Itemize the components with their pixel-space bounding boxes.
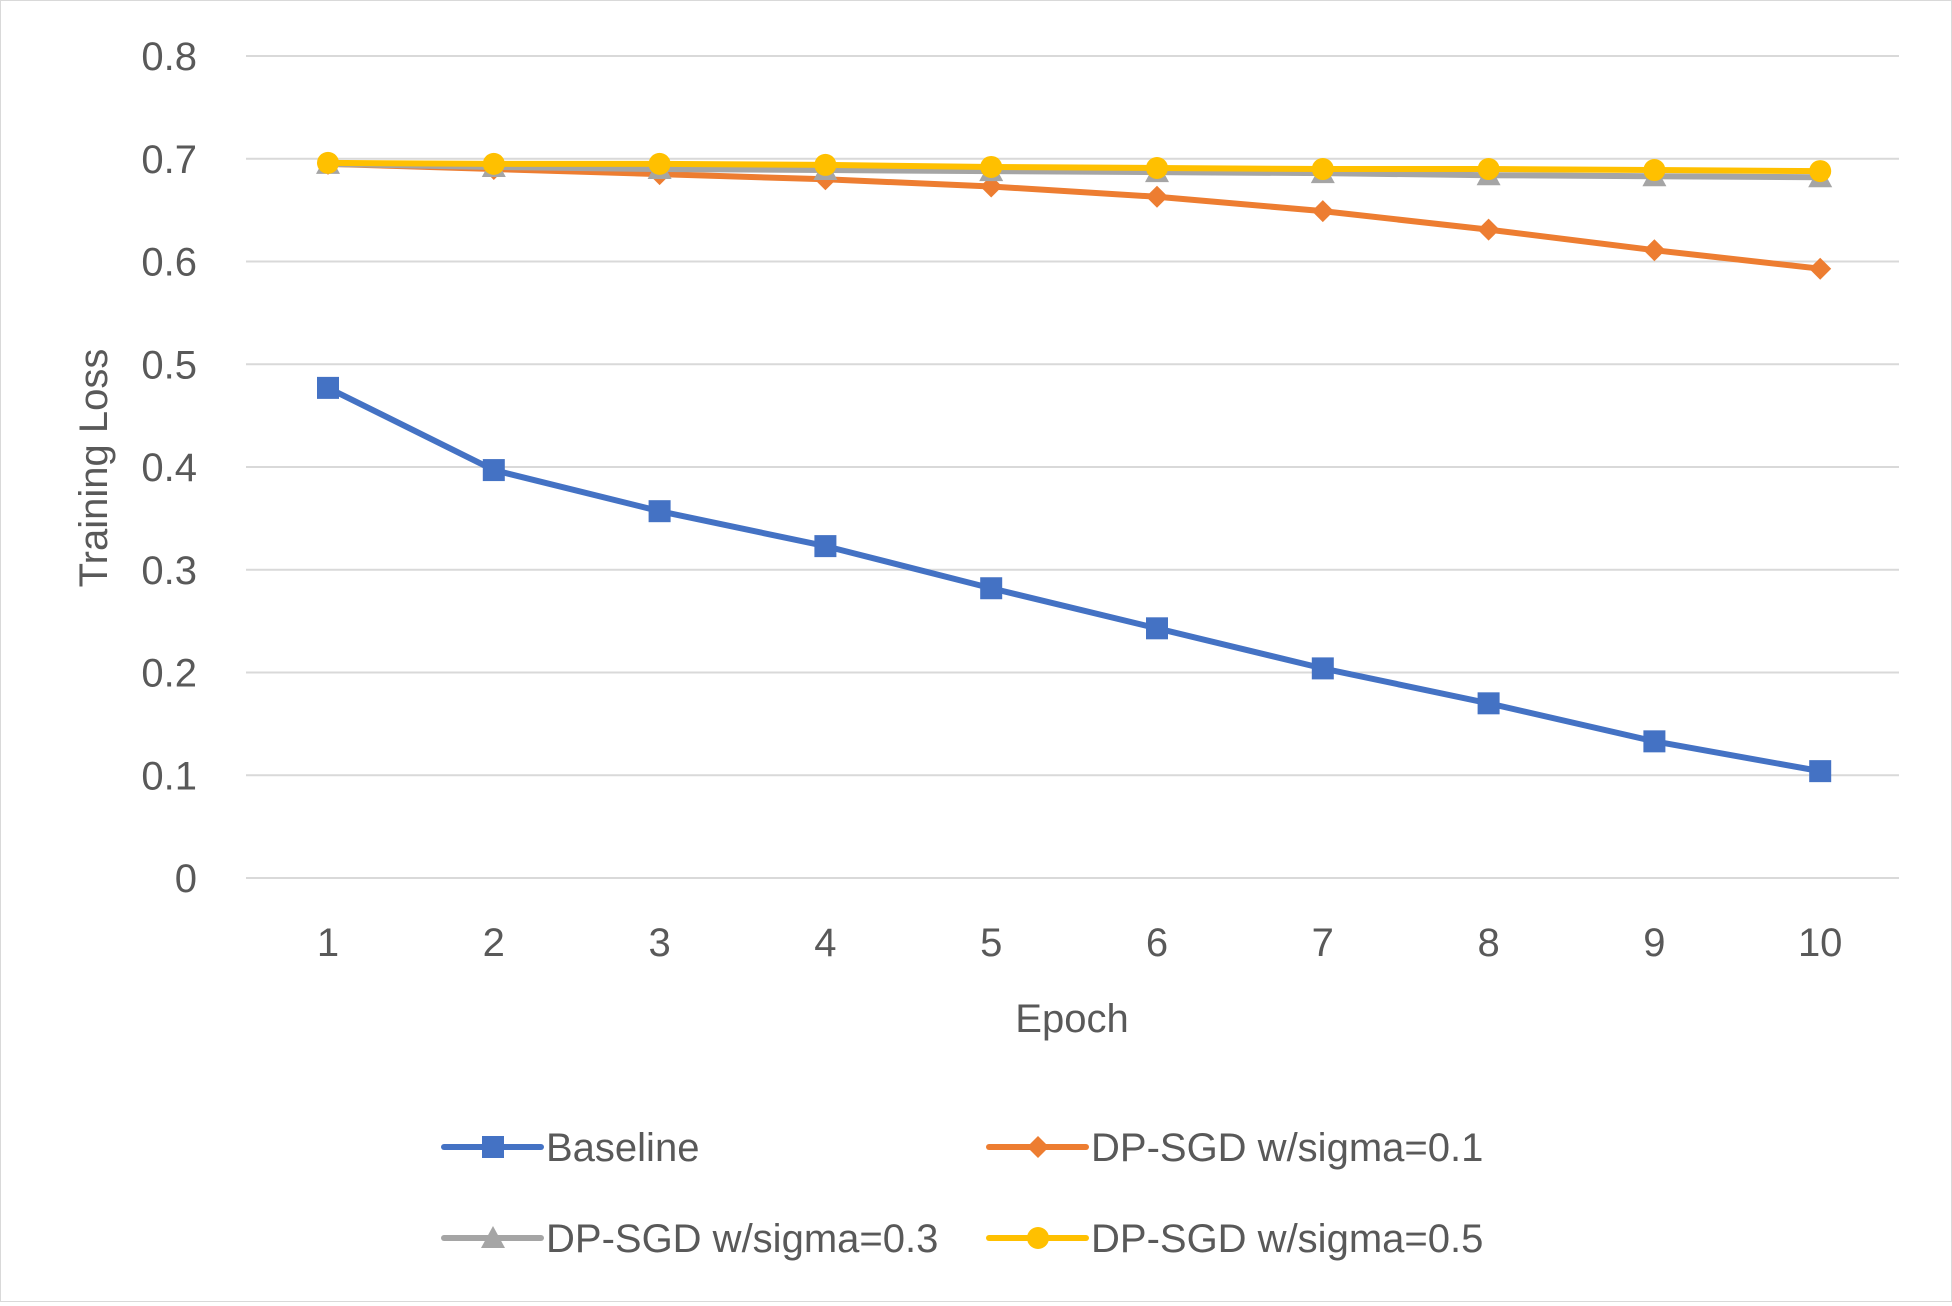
square-marker (1643, 730, 1666, 753)
x-tick-label: 3 (648, 921, 670, 965)
circle-marker (814, 153, 837, 176)
legend-item: Baseline (441, 1126, 699, 1170)
x-tick-label: 9 (1643, 921, 1665, 965)
series-line (325, 160, 1824, 181)
legend-label: Baseline (546, 1126, 699, 1170)
series-4 (317, 151, 1832, 183)
circle-marker (1311, 158, 1334, 181)
square-marker (1809, 760, 1832, 783)
square-marker (482, 459, 505, 482)
diamond-marker (1027, 1136, 1049, 1158)
circle-marker (980, 155, 1003, 178)
circle-marker (1809, 160, 1832, 183)
circle-marker (1477, 158, 1500, 181)
series-line (325, 159, 1824, 175)
legend-item: DP-SGD w/sigma=0.1 (986, 1126, 1483, 1170)
x-axis-tick-labels: 1 2 3 4 5 6 7 8 9 10 (317, 921, 1843, 965)
y-tick-label: 0.3 (141, 549, 197, 593)
diamond-marker (1809, 257, 1832, 280)
legend-label: DP-SGD w/sigma=0.1 (1091, 1126, 1483, 1170)
x-tick-label: 1 (317, 921, 339, 965)
gridlines (246, 55, 1899, 879)
square-marker (1477, 692, 1500, 715)
series-1 (317, 376, 1832, 783)
x-tick-label: 10 (1798, 921, 1843, 965)
y-tick-label: 0.4 (141, 446, 197, 490)
y-axis-tick-labels: 0 0.1 0.2 0.3 0.4 0.5 0.6 0.7 0.8 (141, 35, 197, 901)
square-marker (1311, 657, 1334, 680)
x-tick-label: 6 (1146, 921, 1168, 965)
legend: Baseline DP-SGD w/sigma=0.1 DP-SGD w/sigma… (441, 1126, 1483, 1261)
circle-marker (1146, 156, 1168, 179)
circle-marker (317, 151, 339, 174)
y-tick-label: 0.2 (141, 652, 197, 696)
legend-item: DP-SGD w/sigma=0.3 (441, 1217, 938, 1261)
y-tick-label: 0.6 (141, 241, 197, 285)
x-tick-label: 5 (980, 921, 1002, 965)
triangle-marker (481, 1226, 505, 1248)
legend-label: DP-SGD w/sigma=0.5 (1091, 1217, 1483, 1261)
circle-marker (482, 152, 505, 175)
square-marker (317, 376, 339, 399)
series-line (325, 160, 1824, 272)
legend-label: DP-SGD w/sigma=0.3 (546, 1217, 938, 1261)
y-tick-label: 0 (175, 857, 197, 901)
x-axis-title: Epoch (1015, 997, 1128, 1041)
square-marker (814, 535, 837, 558)
x-tick-label: 8 (1477, 921, 1499, 965)
y-axis-title: Training Loss (72, 349, 116, 588)
y-tick-label: 0.1 (141, 754, 197, 798)
x-tick-label: 4 (814, 921, 836, 965)
data-series (316, 151, 1833, 783)
legend-item: DP-SGD w/sigma=0.5 (986, 1217, 1483, 1261)
diamond-marker (1146, 185, 1168, 208)
circle-marker (1643, 159, 1666, 182)
diamond-marker (1477, 218, 1500, 241)
y-tick-label: 0.8 (141, 35, 197, 79)
series-line (325, 384, 1824, 775)
square-marker (980, 577, 1003, 600)
diamond-marker (1643, 239, 1666, 262)
y-tick-label: 0.7 (141, 138, 197, 182)
circle-marker (1027, 1227, 1049, 1249)
square-marker (648, 500, 671, 523)
x-tick-label: 7 (1312, 921, 1334, 965)
x-tick-label: 2 (483, 921, 505, 965)
square-marker (1146, 617, 1168, 640)
y-tick-label: 0.5 (141, 343, 197, 387)
circle-marker (648, 152, 671, 175)
diamond-marker (1311, 200, 1334, 223)
square-marker (482, 1136, 504, 1158)
